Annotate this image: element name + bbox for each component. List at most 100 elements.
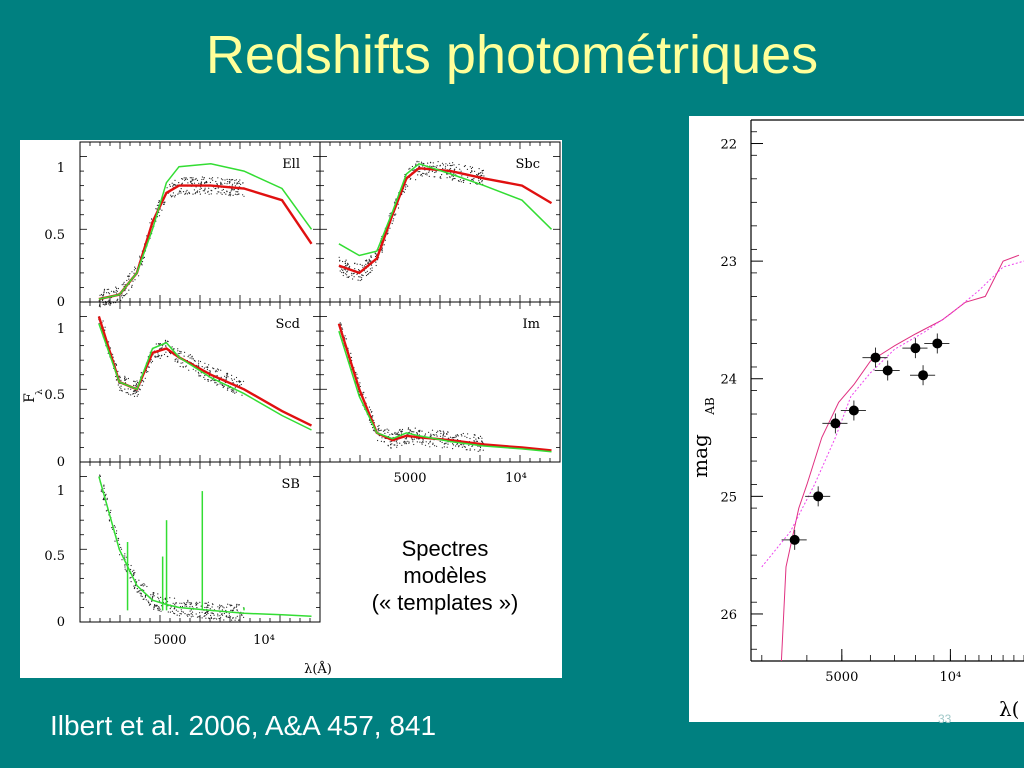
data-dot [401,430,403,432]
slide-number: 33 [938,712,952,726]
data-dot [121,297,124,299]
data-dot [117,287,119,290]
data-dot [103,291,105,293]
data-dot [153,595,155,597]
data-dot [238,193,240,195]
data-dot [387,431,389,433]
data-dot [411,165,413,168]
data-dot [373,419,375,421]
data-dot [449,176,451,178]
data-dot [185,191,187,193]
data-dot [460,443,462,446]
data-dot [418,430,420,432]
data-dot [231,379,233,381]
data-dot [110,302,112,304]
tick-label-y0-sb: 0 [57,615,65,630]
data-dot [456,434,458,436]
data-dot [446,433,448,435]
data-dot [230,378,233,380]
data-dot [204,187,206,189]
data-dot [147,371,149,373]
data-dot [435,171,437,173]
data-dot [467,176,469,178]
data-dot [105,303,107,305]
data-dot [175,358,177,360]
data-dot [340,323,342,325]
data-dot [350,352,352,354]
data-dot [144,584,146,586]
data-dot [189,177,191,179]
data-dot [241,614,243,617]
data-dot [422,439,424,441]
data-dot [234,387,236,389]
tick-label-y05-sb: 0.5 [44,549,65,564]
data-dot [124,388,126,390]
data-dot [194,193,196,195]
data-dot [458,180,460,182]
data-dot [407,185,409,187]
data-dot [134,389,136,392]
data-dot [219,615,221,617]
data-dot [371,269,373,272]
data-dot [233,607,235,610]
data-dot [115,289,117,291]
data-dot [372,415,374,417]
data-dot [216,183,218,185]
data-dot [100,490,102,492]
data-dot [434,171,436,174]
data-dot [377,428,379,430]
data-dot [235,391,237,393]
data-dot [105,493,107,495]
data-dot [164,598,167,600]
data-dot [174,184,176,186]
data-dot [134,579,137,581]
data-dot [408,168,410,170]
data-dot [148,366,150,368]
data-dot [104,494,107,496]
data-dot [169,184,171,186]
data-dot [358,276,360,278]
data-dot [177,359,179,361]
data-dot [429,446,431,448]
data-dot [102,320,104,322]
data-dot [361,274,363,276]
data-dot [412,431,414,433]
data-dot [223,192,225,194]
data-dot [404,441,406,443]
data-dot [375,264,377,267]
data-dot [144,595,147,597]
data-dot [201,178,203,181]
data-dot [451,175,453,177]
data-dot [100,293,102,296]
data-dot [442,437,444,439]
data-dot [439,430,441,432]
data-dot [462,181,465,183]
mag-tick-label: 22 [720,138,737,153]
data-dot [182,191,185,193]
data-dot [136,380,138,382]
data-dot [180,362,182,364]
data-dot [110,509,112,511]
data-dot [458,163,460,166]
data-dot [477,174,479,176]
data-dot [416,160,418,162]
data-dot [430,434,432,437]
data-dot [443,431,445,433]
panel-label-ell: Ell [282,157,300,172]
data-dot [378,427,380,429]
data-dot [238,381,240,383]
series-green [338,162,553,257]
data-dot [174,613,176,615]
panel-sb: SB [79,461,321,623]
data-dot [186,178,188,180]
data-dot [204,602,206,604]
data-dot [229,195,231,197]
data-dot [473,436,475,438]
data-dot [232,194,234,196]
data-dot [464,165,466,167]
data-dot [228,615,231,617]
data-dot [475,438,477,440]
data-dot [232,189,234,191]
data-dot [181,605,184,608]
data-dot [368,406,370,408]
